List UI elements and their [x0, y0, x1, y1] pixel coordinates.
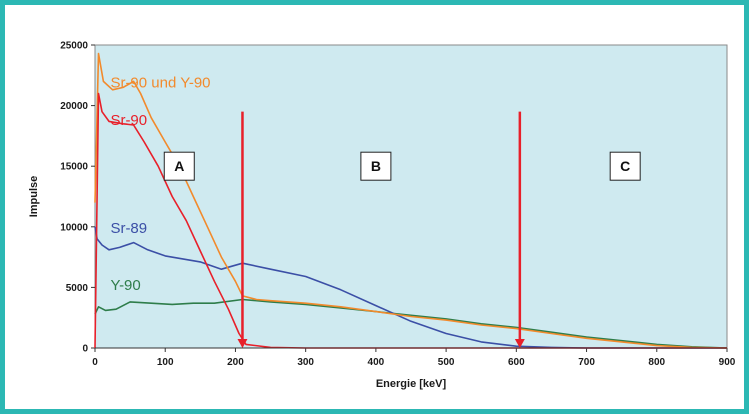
region-box — [609, 151, 641, 181]
y-tick-label: 25000 — [60, 41, 88, 52]
region-label-b: B — [371, 158, 381, 174]
series-label: Sr-89 — [110, 220, 147, 237]
x-axis-title: Energie [keV] — [376, 378, 447, 390]
y-tick-label: 5000 — [66, 283, 89, 294]
x-tick-label: 300 — [297, 357, 314, 368]
line-chart: 0 5000 10000 15000 20000 25000 0 100 200 300 400 5… — [28, 41, 736, 391]
x-tick-label: 700 — [578, 357, 595, 368]
region-label-c: C — [620, 158, 630, 174]
series-line-y-90 — [94, 298, 728, 349]
y-tick-label: 0 — [82, 344, 88, 355]
y-tick-label: 15000 — [60, 162, 88, 173]
threshold-arrow-head — [237, 339, 248, 348]
x-tick-label: 0 — [92, 357, 98, 368]
y-tick-label: 10000 — [60, 222, 88, 233]
series-label: Sr-90 und Y-90 — [110, 74, 210, 91]
x-tick-label: 400 — [368, 357, 385, 368]
y-tick-label: 20000 — [60, 101, 88, 112]
x-tick-label: 600 — [508, 357, 525, 368]
chart-panel: 0 5000 10000 15000 20000 25000 0 100 200 300 400 5… — [5, 5, 744, 409]
region-label-a: A — [174, 158, 184, 174]
series-line-sr-90 — [94, 92, 727, 349]
series-labels: Sr-90 und Y-90 Sr-90 Sr-89 Y-90 — [110, 74, 210, 293]
x-tick-label: 100 — [157, 357, 174, 368]
region-box — [163, 151, 195, 181]
x-tick-label: 500 — [438, 357, 455, 368]
x-tick-label: 800 — [648, 357, 665, 368]
threshold-arrows — [237, 111, 525, 348]
threshold-arrow-head — [514, 339, 525, 348]
plot-area — [94, 44, 728, 349]
series-line-sr-89 — [94, 226, 727, 349]
y-axis-title: Impulse — [28, 176, 40, 218]
x-tick-label: 200 — [227, 357, 244, 368]
series-line-sr-90-und-y-90 — [94, 52, 728, 349]
series-label: Sr-90 — [110, 112, 147, 129]
series-lines — [94, 52, 728, 349]
y-axis-ticks: 0 5000 10000 15000 20000 25000 — [60, 41, 95, 355]
x-axis-ticks: 0 100 200 300 400 500 600 700 800 900 — [92, 348, 736, 368]
region-labels: A B C — [163, 151, 641, 181]
series-label: Y-90 — [110, 277, 140, 294]
x-tick-label: 900 — [719, 357, 736, 368]
region-box — [360, 151, 392, 181]
